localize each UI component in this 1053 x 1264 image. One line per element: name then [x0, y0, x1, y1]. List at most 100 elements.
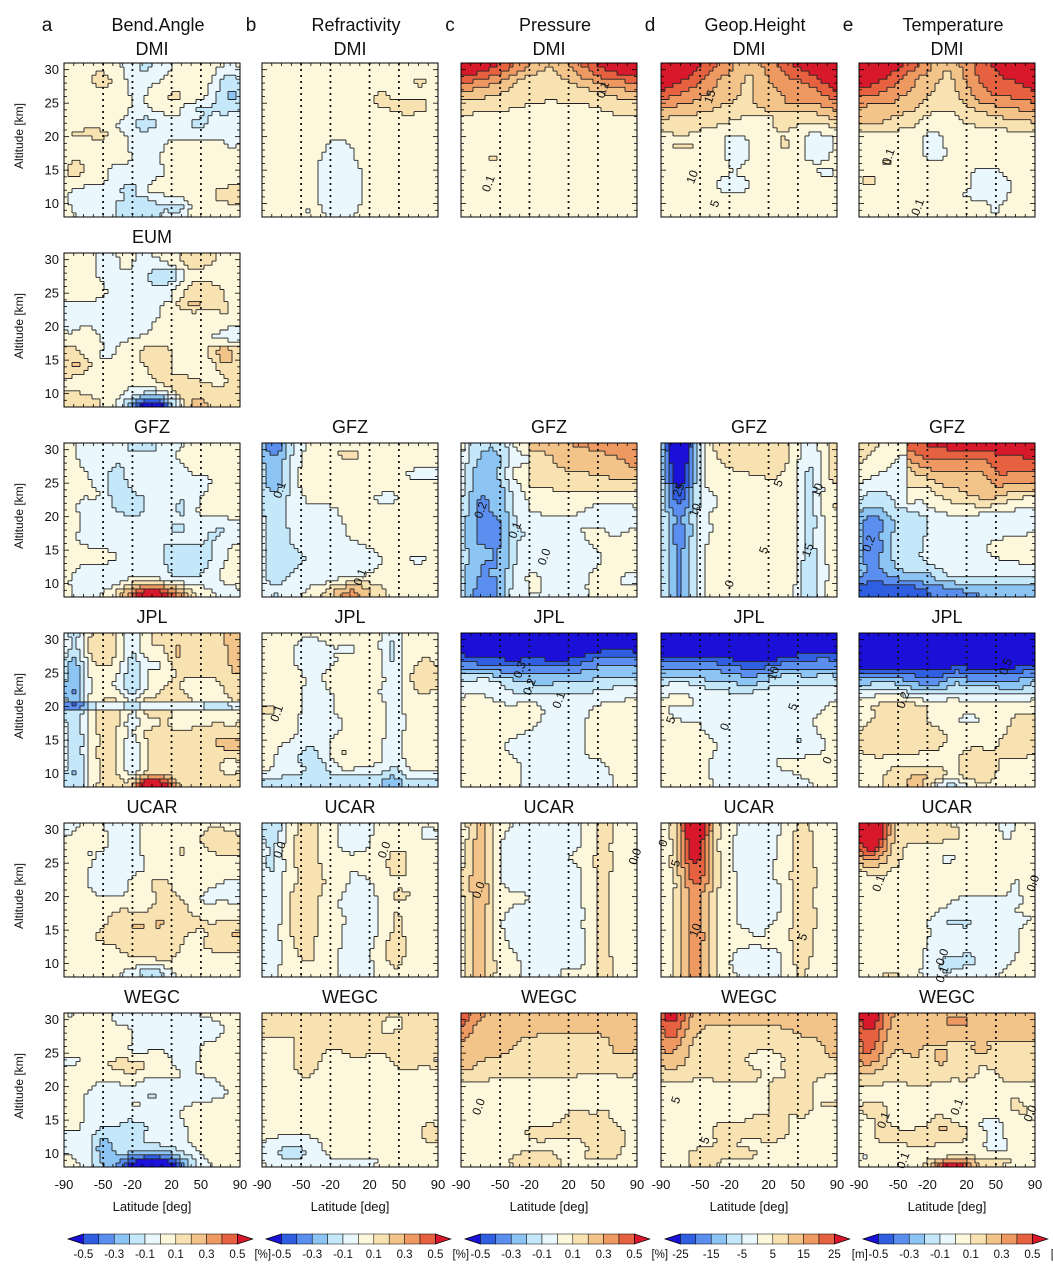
panel-ticks	[660, 1012, 838, 1167]
contour-label: 5	[668, 1094, 684, 1105]
colorbar-bin	[818, 1233, 835, 1245]
colorbar-unit: [%]	[254, 1249, 271, 1261]
colorbar-bin	[281, 1233, 298, 1245]
y-tick-label: 20	[45, 889, 59, 904]
y-axis-label: Altitude [km]	[12, 293, 26, 359]
panel-contours	[859, 664, 1035, 787]
panel-gfz-temperature: 0.2 GFZ	[858, 417, 1036, 598]
panel-wegc-bend-angle: WEGC	[63, 987, 241, 1168]
contour-label: 0.1	[908, 196, 927, 217]
contour-label: 0.1	[505, 520, 524, 541]
colorbar-tick-label: -0.1	[135, 1249, 155, 1261]
x-tick-label: -90	[55, 1177, 74, 1192]
colorbar-bin	[388, 1233, 405, 1245]
y-tick-label: 10	[45, 956, 59, 971]
colorbar-tick-label: -0.3	[104, 1249, 124, 1261]
panel-wegc-pressure: 0.0 WEGC	[460, 987, 638, 1168]
colorbar-bin	[327, 1233, 344, 1245]
panel-contours	[668, 823, 818, 977]
column-title-temperature: Temperature	[902, 15, 1003, 35]
colorbar-bin	[985, 1233, 1002, 1245]
colorbar-bin	[924, 1233, 941, 1245]
panel-field	[661, 633, 837, 787]
panel-title-wegc: WEGC	[721, 987, 777, 1007]
colorbar-tick-label: 5	[770, 1249, 776, 1261]
colorbar-bin	[710, 1233, 727, 1245]
column-title-refractivity: Refractivity	[311, 15, 400, 35]
colorbar-bin	[680, 1233, 697, 1245]
contour-label: 10	[686, 921, 704, 939]
y-tick-label: 30	[45, 252, 59, 267]
contour-label: 10	[765, 664, 783, 682]
panel-contours	[64, 253, 240, 407]
panel-title-dmi: DMI	[931, 39, 964, 59]
colorbar-tick-label: 0.5	[427, 1249, 443, 1261]
colorbar-bin	[603, 1233, 620, 1245]
x-tick-label: -50	[691, 1177, 710, 1192]
contour-label: 0.0	[535, 546, 554, 567]
contour-label: 0.1	[593, 79, 612, 100]
contour-label: 0.1	[479, 173, 498, 194]
colorbar-tick-label: -0.3	[302, 1249, 322, 1261]
panel-ticks	[261, 442, 439, 597]
panel-title-ucar: UCAR	[723, 797, 774, 817]
colorbar-bin	[772, 1233, 789, 1245]
colorbar-bin	[373, 1233, 390, 1245]
panel-title-jpl: JPL	[136, 607, 167, 627]
y-tick-label: 10	[45, 576, 59, 591]
panel-field	[262, 823, 438, 977]
panel-ticks	[261, 62, 439, 217]
y-tick-label: 20	[45, 319, 59, 334]
panel-dmi-temperature: 0.1 0.1 DMI	[858, 39, 1036, 218]
panel-contours	[262, 1016, 438, 1167]
panel-gfz-bend-angle: GFZ	[63, 417, 241, 598]
colorbar-tick-label: -0.5	[470, 1249, 490, 1261]
panel-field	[661, 63, 837, 217]
contour-label: 5	[668, 857, 684, 868]
panels: DMI DMI0.10.1DMI15105DMI0.10.1DMIEUMGFZ0.…	[63, 39, 1043, 1171]
panel-ticks	[858, 62, 1036, 217]
panel-ticks	[261, 1012, 439, 1167]
panel-title-ucar: UCAR	[523, 797, 574, 817]
y-tick-label: 15	[45, 1113, 59, 1128]
panel-title-dmi: DMI	[136, 39, 169, 59]
colorbar-tick-label: 0.3	[596, 1249, 612, 1261]
colorbar-bin	[495, 1233, 512, 1245]
panel-dmi-refractivity: DMI	[261, 39, 439, 218]
colorbar-unit: [m]	[852, 1249, 868, 1261]
contour-label: 10	[683, 168, 701, 186]
colorbar-bin	[480, 1233, 497, 1245]
y-axis-label: Altitude [km]	[12, 1053, 26, 1119]
colorbar-min-arrow	[861, 1233, 879, 1245]
panel-field	[859, 63, 1035, 217]
panel-title-wegc: WEGC	[124, 987, 180, 1007]
colorbar-tick-label: 0.1	[963, 1249, 979, 1261]
colorbar-bin	[741, 1233, 758, 1245]
contour-label: 0.1	[874, 1110, 893, 1131]
colorbar-bin	[939, 1233, 956, 1245]
colorbar-bin	[342, 1233, 359, 1245]
colorbar-unit: [%]	[452, 1249, 469, 1261]
colorbar-bin	[557, 1233, 574, 1245]
panel-field	[64, 253, 240, 407]
panel-title-gfz: GFZ	[134, 417, 170, 437]
panel-field	[661, 1013, 837, 1167]
panel-ucar-bend-angle: UCAR	[63, 797, 241, 978]
panel-title-dmi: DMI	[533, 39, 566, 59]
column-title-pressure: Pressure	[519, 15, 591, 35]
contour-label: 0.5	[996, 656, 1015, 677]
y-tick-label: 20	[45, 699, 59, 714]
column-title-bend-angle: Bend.Angle	[111, 15, 204, 35]
contour-label: 0	[717, 721, 733, 732]
colorbar-unit: [%]	[651, 1249, 668, 1261]
column-letter-b: b	[246, 15, 257, 36]
x-tick-label: 50	[194, 1177, 208, 1192]
contour-label: 0.1	[869, 873, 888, 894]
x-tick-label: -20	[123, 1177, 142, 1192]
panel-field	[262, 63, 438, 217]
contour-label: 0.1	[270, 479, 289, 500]
y-tick-label: 25	[45, 286, 59, 301]
panel-jpl-temperature: 0.5 0.2 JPL	[858, 607, 1036, 788]
